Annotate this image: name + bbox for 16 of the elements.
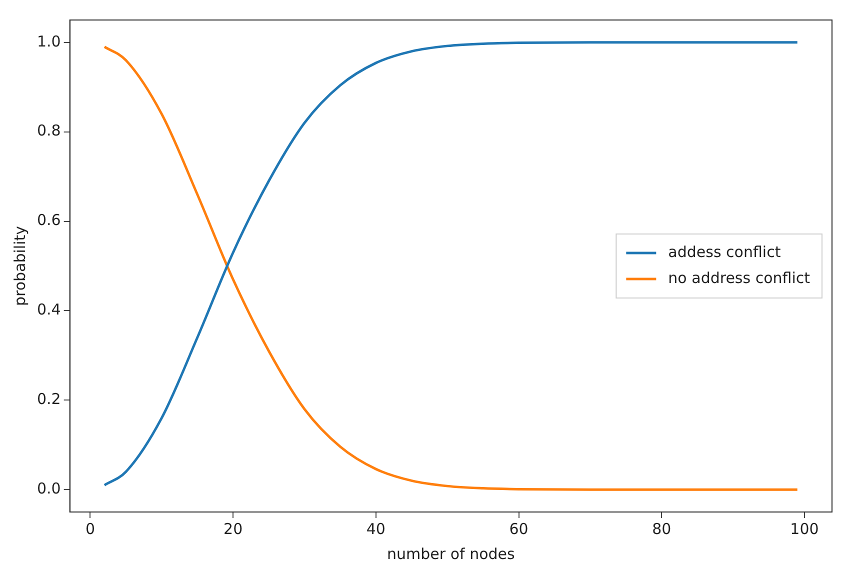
x-tick-label: 20 (224, 520, 243, 538)
y-tick-label: 0.4 (36, 300, 61, 319)
x-tick-label: 40 (366, 520, 386, 538)
y-axis-title: probability (10, 226, 29, 306)
legend-label: no address conflict (668, 268, 810, 287)
y-tick-label: 1.0 (36, 32, 61, 50)
x-tick-label: 0 (85, 520, 95, 538)
y-tick-label: 0.6 (36, 211, 61, 230)
y-tick-label: 0.2 (36, 390, 61, 408)
x-axis-title: number of nodes (387, 544, 515, 563)
x-tick-label: 100 (790, 520, 819, 538)
x-tick-label: 60 (509, 520, 528, 538)
y-tick-label: 0.8 (36, 122, 61, 140)
x-tick-label: 80 (652, 520, 672, 538)
y-tick-label: 0.0 (36, 480, 61, 498)
legend-label: addess conflict (668, 242, 781, 261)
